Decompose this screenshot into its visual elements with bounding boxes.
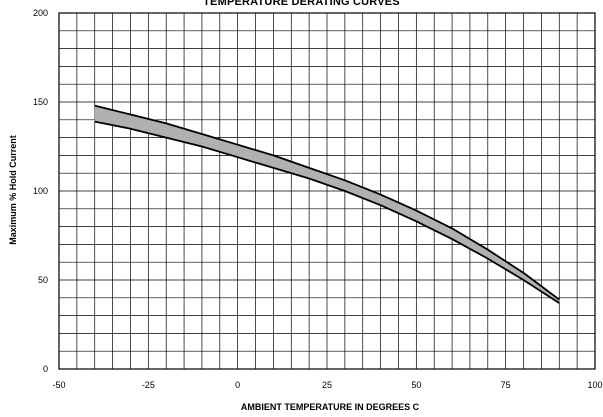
x-tick-label: -25	[142, 380, 155, 390]
x-tick-label: 100	[587, 380, 602, 390]
x-tick-label: 25	[322, 380, 332, 390]
x-tick-label: 50	[411, 380, 421, 390]
x-tick-labels: -50 -25 0 25 50 75 100	[52, 380, 602, 390]
y-tick-label: 50	[38, 275, 48, 285]
y-tick-labels: 0 50 100 150 200	[33, 8, 48, 374]
x-tick-label: 0	[235, 380, 240, 390]
lower-curve-line	[94, 120, 560, 304]
plot-frame	[58, 12, 596, 370]
x-axis-label: AMBIENT TEMPERATURE IN DEGREES C	[240, 402, 420, 412]
y-tick-label: 200	[33, 8, 48, 18]
upper-curve-line	[94, 104, 560, 301]
derating-band	[94, 105, 560, 304]
y-tick-label: 100	[33, 186, 48, 196]
y-axis-label: Maximum % Hold Current	[8, 135, 18, 245]
x-tick-label: -50	[52, 380, 65, 390]
y-tick-label: 150	[33, 97, 48, 107]
y-tick-label: 0	[43, 364, 48, 374]
gridlines	[58, 12, 596, 370]
x-tick-label: 75	[501, 380, 511, 390]
chart-title: TEMPERATURE DERATING CURVES	[203, 0, 400, 8]
